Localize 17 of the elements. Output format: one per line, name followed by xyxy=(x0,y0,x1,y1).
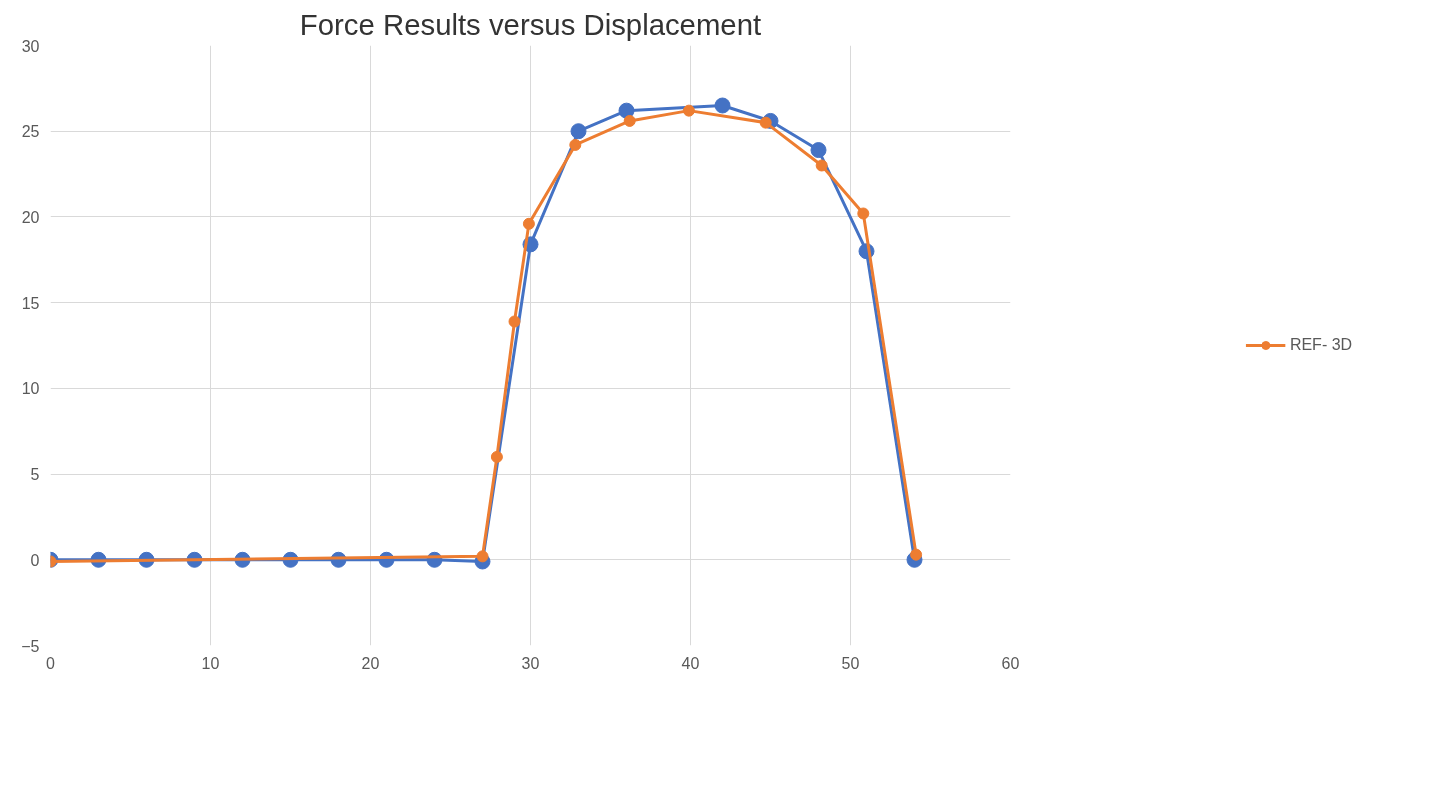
x-tick-label: 20 xyxy=(361,654,380,672)
y-tick-label: 30 xyxy=(21,37,40,55)
y-tick-label: 20 xyxy=(21,208,40,226)
x-tick-label: 50 xyxy=(841,654,860,672)
y-tick-label: 5 xyxy=(30,466,40,484)
x-tick-label: 10 xyxy=(201,654,220,672)
y-tick-label: 15 xyxy=(21,294,40,312)
legend-label: REF- 3D xyxy=(1289,336,1353,354)
y-tick-label: 10 xyxy=(21,380,40,398)
y-tick-label: 0 xyxy=(30,551,40,569)
x-tick-label: 40 xyxy=(681,654,700,672)
y-tick-label: 25 xyxy=(21,123,40,141)
x-tick-label: 60 xyxy=(1001,654,1020,672)
chart-title: Force Results versus Displacement xyxy=(299,7,762,41)
y-tick-label: −5 xyxy=(21,637,40,655)
x-tick-label: 0 xyxy=(46,654,56,672)
x-tick-label: 30 xyxy=(521,654,540,672)
